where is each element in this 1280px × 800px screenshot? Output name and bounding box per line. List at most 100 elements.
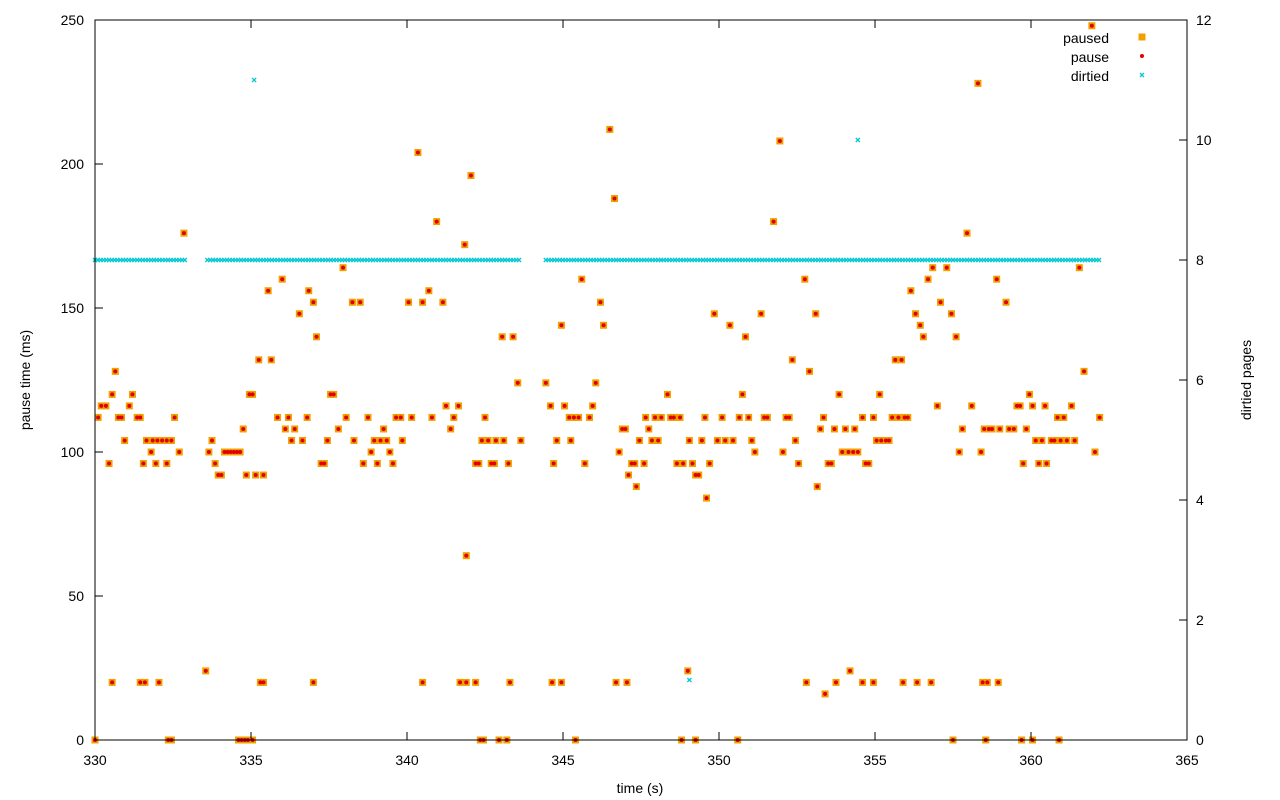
pause-point	[818, 426, 823, 431]
y-tick-label: 100	[61, 444, 85, 460]
pause-point	[155, 438, 160, 443]
pause-point	[749, 438, 754, 443]
pause-point	[434, 219, 439, 224]
x-tick-label: 330	[83, 752, 107, 768]
pause-point	[269, 357, 274, 362]
pause-point	[489, 461, 494, 466]
pause-point	[394, 415, 399, 420]
pause-point	[336, 426, 341, 431]
pause-point	[283, 426, 288, 431]
pause-point	[743, 334, 748, 339]
pause-point	[492, 461, 497, 466]
pause-point	[216, 473, 221, 478]
pause-point	[381, 426, 386, 431]
pause-point	[690, 461, 695, 466]
pause-point	[420, 680, 425, 685]
pause-point	[341, 265, 346, 270]
pause-point	[164, 461, 169, 466]
pause-point	[915, 680, 920, 685]
pause-point	[384, 438, 389, 443]
pause-point	[107, 461, 112, 466]
pause-point	[813, 311, 818, 316]
pause-point	[796, 461, 801, 466]
pause-point	[103, 403, 108, 408]
pause-point	[1061, 415, 1066, 420]
y2-tick-label: 8	[1196, 252, 1204, 268]
x-axis-title: time (s)	[617, 780, 664, 796]
pause-point	[687, 438, 692, 443]
pause-point	[331, 392, 336, 397]
pause-point	[902, 415, 907, 420]
pause-point	[506, 461, 511, 466]
x-tick-label: 355	[863, 752, 887, 768]
pause-point	[612, 196, 617, 201]
pause-point	[559, 323, 564, 328]
pause-point	[1082, 369, 1087, 374]
pause-point	[1039, 438, 1044, 443]
pause-point	[550, 680, 555, 685]
pause-point	[918, 323, 923, 328]
pause-point	[1092, 450, 1097, 454]
pause-point	[559, 680, 564, 685]
pause-point	[476, 461, 481, 466]
pause-point	[834, 680, 838, 685]
pause-point	[440, 300, 445, 305]
pause-point	[275, 415, 280, 420]
pause-point	[626, 473, 631, 478]
pause-point	[429, 415, 434, 420]
dirtied-point	[516, 257, 522, 263]
pause-point	[372, 438, 377, 443]
pause-point	[1072, 438, 1077, 443]
y2-tick-label: 6	[1196, 372, 1204, 388]
pause-point	[860, 680, 865, 685]
pause-point	[1069, 403, 1074, 408]
pause-point	[1024, 426, 1029, 431]
pause-point	[181, 231, 186, 236]
pause-point	[975, 81, 980, 86]
pause-point	[957, 450, 962, 454]
pause-point	[571, 415, 576, 420]
pause-point	[1058, 438, 1063, 443]
dirtied-point	[182, 257, 188, 263]
x-tick-label: 360	[1019, 752, 1043, 768]
pause-point	[344, 415, 349, 420]
dirtied-point	[251, 77, 257, 83]
pause-point	[258, 680, 263, 685]
pause-point	[905, 415, 910, 420]
pause-point	[501, 438, 506, 443]
pause-point	[1004, 300, 1009, 305]
pause-point	[222, 450, 227, 454]
pause-point	[289, 438, 294, 443]
pause-point	[997, 426, 1002, 431]
pause-point	[593, 380, 598, 385]
pause-point	[681, 461, 686, 466]
pause-point	[567, 415, 572, 420]
pause-point	[473, 461, 478, 466]
pause-point	[848, 668, 853, 673]
y-axis-right: 0 2 4 6 8 10 12	[1179, 12, 1212, 748]
pause-point	[110, 680, 115, 685]
pause-point	[96, 415, 101, 420]
x-tick-label: 345	[551, 752, 575, 768]
pause-point	[890, 415, 895, 420]
pause-point	[206, 450, 211, 454]
pause-point	[699, 438, 704, 443]
x-tick-label: 350	[707, 752, 731, 768]
pause-point	[122, 438, 127, 443]
pause-point	[614, 680, 619, 685]
pause-point	[458, 680, 463, 685]
pause-point	[1052, 438, 1057, 443]
y-tick-label: 250	[61, 12, 85, 28]
pause-point	[409, 415, 414, 420]
pause-point	[406, 300, 411, 305]
pause-point	[562, 403, 567, 408]
pause-point	[113, 369, 118, 374]
pause-point	[141, 461, 146, 466]
pause-point	[632, 461, 637, 466]
pause-point	[172, 415, 177, 420]
y-tick-label: 0	[76, 732, 84, 748]
pause-point	[871, 415, 876, 420]
pause-point	[780, 450, 785, 454]
pause-point	[960, 426, 965, 431]
pause-point	[949, 311, 954, 316]
